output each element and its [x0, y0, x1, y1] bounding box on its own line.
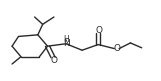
- Text: O: O: [114, 44, 121, 53]
- Text: N: N: [63, 39, 69, 48]
- Text: O: O: [50, 56, 57, 65]
- Text: O: O: [95, 26, 102, 35]
- Text: H: H: [63, 35, 69, 44]
